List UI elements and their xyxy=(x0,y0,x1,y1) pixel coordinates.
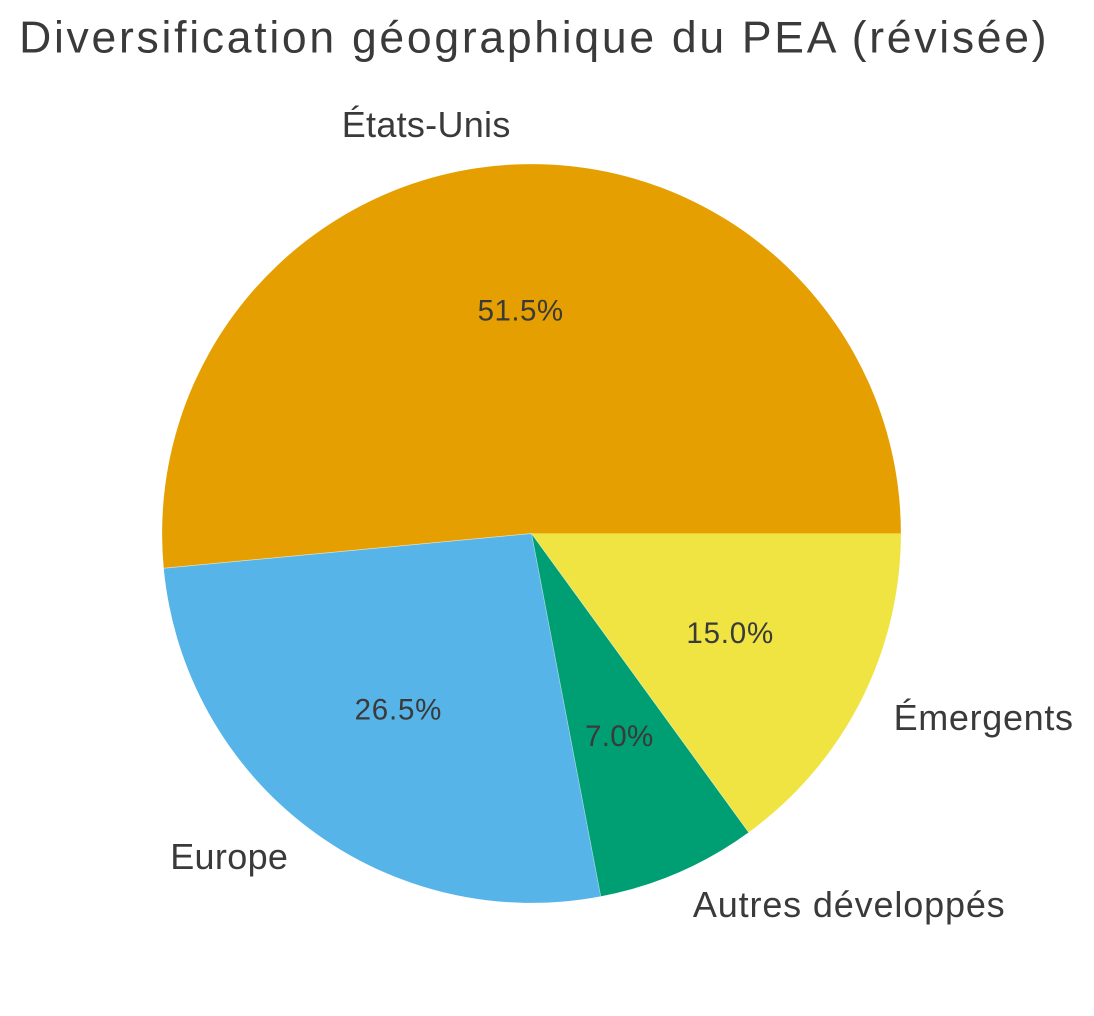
svg-text:Émergents: Émergents xyxy=(894,697,1074,738)
svg-text:Europe: Europe xyxy=(170,836,288,877)
svg-text:15.0%: 15.0% xyxy=(686,617,774,650)
svg-text:États-Unis: États-Unis xyxy=(342,104,511,145)
svg-text:Autres développés: Autres développés xyxy=(693,884,1006,925)
svg-text:26.5%: 26.5% xyxy=(355,694,443,727)
svg-text:51.5%: 51.5% xyxy=(478,295,564,328)
svg-text:7.0%: 7.0% xyxy=(585,720,654,753)
svg-text:Diversification géographique d: Diversification géographique du PEA (rév… xyxy=(19,14,1049,63)
